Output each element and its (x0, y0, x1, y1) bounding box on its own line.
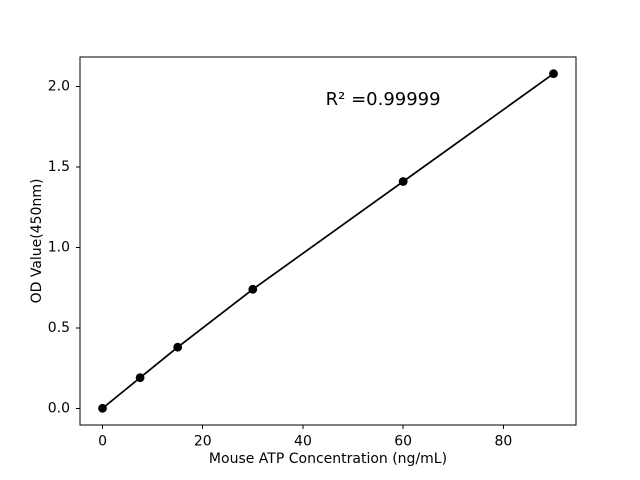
plot-spines (79, 56, 577, 426)
y-tick-label: 0.5 (48, 320, 70, 336)
r-squared-annotation: R² =0.99999 (326, 89, 441, 110)
data-point (135, 373, 145, 383)
y-tick-label: 1.0 (48, 239, 70, 255)
data-point (398, 177, 408, 186)
data-point (248, 284, 258, 294)
y-tick-label: 2.0 (48, 79, 70, 95)
x-tick-label: 20 (194, 434, 212, 450)
x-tick-label: 60 (394, 434, 412, 450)
y-axis-label: OD Value(450nm) (29, 179, 45, 304)
x-tick-label: 40 (294, 434, 312, 450)
data-point (98, 403, 107, 413)
data-point (173, 342, 183, 352)
x-tick-label: 0 (98, 434, 107, 450)
y-tick-label: 1.5 (48, 159, 70, 175)
y-tick-label: 0.0 (48, 400, 70, 416)
x-tick-label: 80 (494, 434, 512, 450)
data-point (549, 69, 558, 79)
x-axis-label: Mouse ATP Concentration (ng/mL) (209, 451, 447, 467)
data-line (101, 72, 555, 410)
